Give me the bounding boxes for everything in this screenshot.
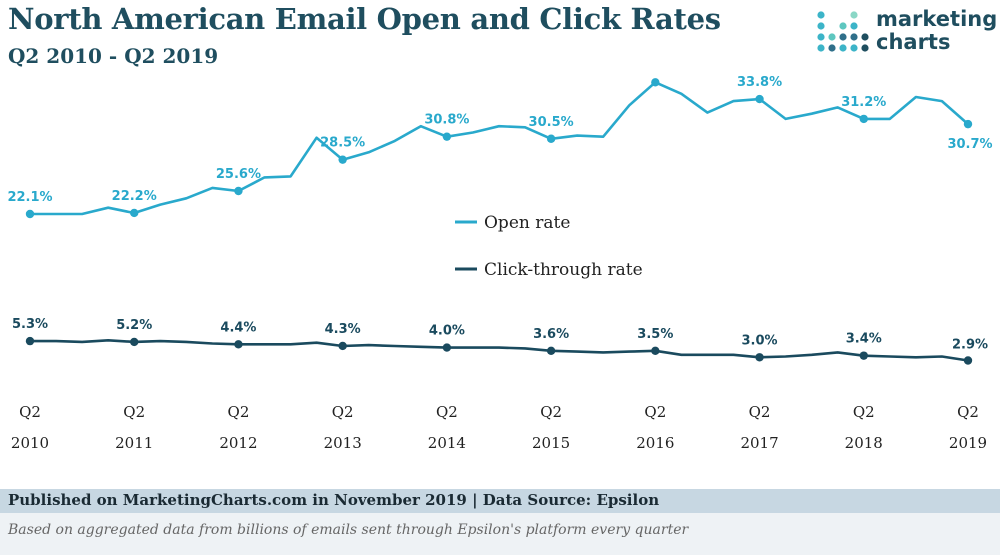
x-tick-label-quarter: Q2 [644, 403, 666, 421]
click-rate-point [651, 346, 660, 356]
x-tick-label-year: 2018 [845, 434, 883, 452]
click-rate-data-label: 2.9% [952, 338, 988, 353]
click-rate-data-label: 3.5% [637, 327, 673, 342]
click-rate-point [130, 337, 139, 347]
x-tick-label-year: 2012 [219, 434, 257, 452]
open-rate-data-label: 28.5% [320, 136, 365, 151]
open-rate-point [546, 134, 556, 143]
click-rate-point [859, 351, 868, 360]
logo-text-line2: charts [876, 30, 951, 54]
line-chart: 22.1% 22.2% 25.6% 28.5% 30.8% 30.5% 35.6% 33.8%… [7, 70, 992, 452]
x-tick-label-quarter: Q2 [436, 403, 458, 421]
footer-note-text: Based on aggregated data from billions o… [8, 522, 689, 538]
x-tick-label-year: 2013 [324, 434, 362, 452]
open-rate-data-label: 30.7% [947, 137, 992, 152]
logo-text: marketing charts [876, 8, 997, 54]
chart-title: North American Email Open and Click Rate… [8, 2, 721, 36]
click-rate-data-label: 3.4% [846, 332, 882, 347]
x-tick-label-year: 2019 [949, 434, 987, 452]
open-rate-data-label: 25.6% [216, 167, 261, 182]
x-tick-label-quarter: Q2 [332, 403, 354, 421]
open-rate-data-label: 22.1% [7, 190, 52, 205]
logo-dots-icon [817, 11, 869, 52]
footer-note-bar: Based on aggregated data from billions o… [0, 513, 1000, 555]
x-tick-label-year: 2017 [740, 434, 778, 452]
open-rate-line [28, 81, 970, 216]
x-tick-label-year: 2014 [428, 434, 466, 452]
footer-published-text: Published on MarketingCharts.com in Nove… [8, 491, 660, 509]
x-tick-label-quarter: Q2 [540, 403, 562, 421]
marketing-charts-logo[interactable]: marketing charts [816, 8, 997, 60]
open-rate-data-label: 22.2% [112, 189, 157, 204]
x-tick-label-quarter: Q2 [19, 403, 41, 421]
open-rate-point [130, 208, 139, 218]
x-tick-label-year: 2011 [115, 434, 153, 452]
open-rate-point [963, 119, 973, 129]
x-tick-label-quarter: Q2 [853, 403, 875, 421]
chart-subtitle: Q2 2010 - Q2 2019 [8, 44, 219, 68]
click-rate-data-label: 4.0% [429, 324, 465, 339]
logo-text-line1: marketing [876, 7, 998, 31]
open-rate-data-label: 30.8% [424, 113, 469, 128]
x-tick-label-quarter: Q2 [957, 403, 979, 421]
open-rate-data-label: 30.5% [529, 115, 574, 130]
click-rate-data-label: 5.3% [12, 317, 48, 332]
click-rate-data-label: 5.2% [116, 318, 152, 333]
open-rate-data-label: 33.8% [737, 75, 782, 90]
click-rate-data-label: 3.6% [533, 327, 569, 342]
x-tick-label-quarter: Q2 [749, 403, 771, 421]
click-rate-point [963, 356, 973, 365]
click-rate-point [234, 340, 243, 349]
footer-source-bar: Published on MarketingCharts.com in Nove… [0, 489, 1000, 513]
x-tick-label-year: 2016 [636, 434, 674, 452]
open-rate-point [234, 186, 243, 196]
open-rate-point [338, 155, 347, 164]
open-rate-point [755, 94, 764, 104]
open-rate-point [25, 209, 35, 219]
click-rate-data-label: 4.4% [220, 320, 256, 335]
open-rate-point [442, 132, 452, 141]
click-rate-point [338, 341, 347, 351]
x-tick-label-year: 2015 [532, 434, 570, 452]
click-rate-point [546, 346, 556, 356]
click-rate-point [755, 353, 764, 362]
legend-label-click-rate: Click-through rate [484, 260, 643, 280]
x-tick-label-quarter: Q2 [123, 403, 145, 421]
open-rate-point [859, 114, 868, 124]
click-rate-point [442, 343, 452, 352]
open-rate-data-label: 31.2% [841, 95, 886, 110]
open-rate-data-label: 35.6% [633, 70, 678, 73]
click-rate-data-label: 3.0% [742, 333, 778, 348]
click-rate-line [28, 338, 970, 362]
x-tick-label-quarter: Q2 [228, 403, 250, 421]
legend-label-open-rate: Open rate [484, 213, 570, 233]
open-rate-point [651, 78, 660, 87]
click-rate-data-label: 4.3% [325, 322, 361, 337]
x-tick-label-year: 2010 [11, 434, 49, 452]
click-rate-point [25, 336, 35, 346]
